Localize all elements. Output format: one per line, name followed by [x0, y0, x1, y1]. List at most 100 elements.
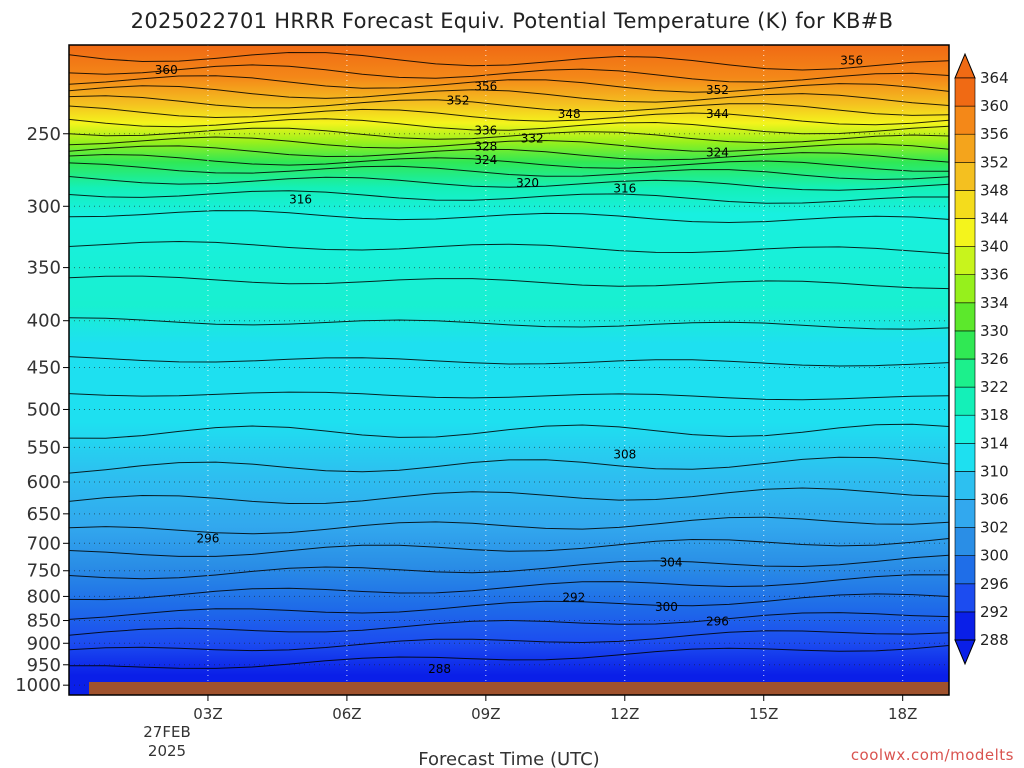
y-axis: 2503003504004505005506006507007508008509…	[15, 124, 69, 696]
contour-label: 308	[613, 448, 636, 462]
contour-label: 304	[660, 556, 683, 570]
colorbar-segment	[954, 77, 976, 107]
y-tick-label: 300	[27, 196, 61, 217]
x-tick-label: 09Z	[471, 705, 500, 723]
contour-label: 356	[474, 80, 497, 94]
contour-line	[69, 118, 949, 135]
colorbar-segment	[954, 583, 976, 613]
colorbar-label: 356	[980, 125, 1009, 143]
colorbar-label: 310	[980, 462, 1009, 480]
y-tick-label: 550	[27, 437, 61, 458]
contour-label: 316	[613, 182, 636, 196]
date-label-day: 27FEB	[143, 723, 190, 741]
colorbar-label: 360	[980, 97, 1009, 115]
colorbar-label: 344	[980, 210, 1009, 228]
ground-bar	[89, 682, 949, 695]
grid-lines	[69, 45, 949, 695]
y-tick-label: 950	[27, 655, 61, 676]
contour-label: 296	[196, 532, 219, 546]
contour-line	[69, 487, 949, 505]
colorbar-label: 306	[980, 491, 1009, 509]
colorbar-label: 330	[980, 322, 1009, 340]
colorbar-label: 288	[980, 631, 1009, 649]
contour-line	[69, 95, 949, 116]
x-axis: 03Z 06Z 09Z 12Z 15Z 18Z	[193, 695, 917, 723]
x-axis-title: Forecast Time (UTC)	[418, 749, 599, 768]
y-tick-label: 700	[27, 533, 61, 554]
contour-line	[69, 538, 949, 557]
contour-label: 360	[155, 63, 178, 77]
contour-line	[69, 317, 949, 330]
colorbar-max-arrow	[954, 52, 976, 79]
colorbar-label: 322	[980, 378, 1009, 396]
colorbar: 288 292 296 300 302 306 310 314 318 322 326 330 334 3…	[954, 52, 1009, 666]
y-tick-label: 500	[27, 399, 61, 420]
colorbar-segment	[954, 218, 976, 247]
contour-line	[69, 75, 949, 93]
contour-label: 336	[474, 124, 497, 138]
contour-label: 332	[521, 132, 544, 146]
contour-line	[69, 356, 949, 367]
contour-line	[69, 456, 949, 474]
watermark: coolwx.com/modelts	[851, 746, 1014, 764]
colorbar-label: 326	[980, 350, 1009, 368]
y-tick-label: 400	[27, 311, 61, 332]
contour-line	[69, 105, 949, 126]
colorbar-segment	[954, 527, 976, 556]
contour-label: 348	[558, 107, 581, 121]
y-tick-label: 800	[27, 586, 61, 607]
contour-line	[69, 162, 949, 181]
colorbar-label: 292	[980, 603, 1009, 621]
contour-label: 316	[289, 193, 312, 207]
contour-line	[69, 190, 949, 204]
contour-label: 324	[474, 153, 497, 167]
colorbar-label: 336	[980, 266, 1009, 284]
colorbar-label: 334	[980, 294, 1009, 312]
colorbar-label: 300	[980, 547, 1009, 565]
contour-line	[69, 516, 949, 535]
colorbar-segment	[954, 330, 976, 360]
plot-frame	[68, 44, 950, 696]
contour-label: 352	[447, 94, 470, 108]
colorbar-segment	[954, 555, 976, 585]
contour-line	[69, 176, 949, 191]
contour-line	[69, 153, 949, 172]
y-tick-label: 650	[27, 504, 61, 525]
x-tick-label: 18Z	[888, 705, 917, 723]
date-label-year: 2025	[148, 742, 186, 760]
colorbar-segment	[954, 105, 976, 135]
contour-line	[69, 145, 949, 163]
contour-line	[69, 275, 949, 290]
colorbar-segment	[954, 471, 976, 500]
contour-line	[69, 64, 949, 83]
contour-label: 300	[655, 600, 678, 614]
contour-label: 356	[840, 54, 863, 68]
y-tick-label: 600	[27, 472, 61, 493]
contour-label: 288	[428, 662, 451, 676]
colorbar-segment	[954, 442, 976, 472]
contour-line	[69, 127, 949, 144]
colorbar-label: 318	[980, 406, 1009, 424]
colorbar-label: 348	[980, 181, 1009, 199]
contour-label: 296	[706, 614, 729, 628]
x-tick-label: 12Z	[610, 705, 639, 723]
contour-line	[69, 574, 949, 601]
colorbar-label: 314	[980, 434, 1009, 452]
contour-label: 344	[706, 107, 729, 121]
y-tick-label: 1000	[15, 675, 61, 696]
contour-label: 328	[474, 139, 497, 153]
chart-title: 2025022701 HRRR Forecast Equiv. Potentia…	[131, 9, 894, 33]
colorbar-segment	[954, 499, 976, 528]
y-tick-label: 350	[27, 258, 61, 279]
contour-label: 352	[706, 83, 729, 97]
y-tick-label: 250	[27, 124, 61, 145]
contour-label: 320	[516, 176, 539, 190]
y-tick-label: 850	[27, 611, 61, 632]
colorbar-label: 364	[980, 69, 1009, 87]
colorbar-segment	[954, 133, 976, 163]
contour-line	[69, 645, 949, 669]
colorbar-label: 296	[980, 575, 1009, 593]
contour-line	[69, 423, 949, 439]
